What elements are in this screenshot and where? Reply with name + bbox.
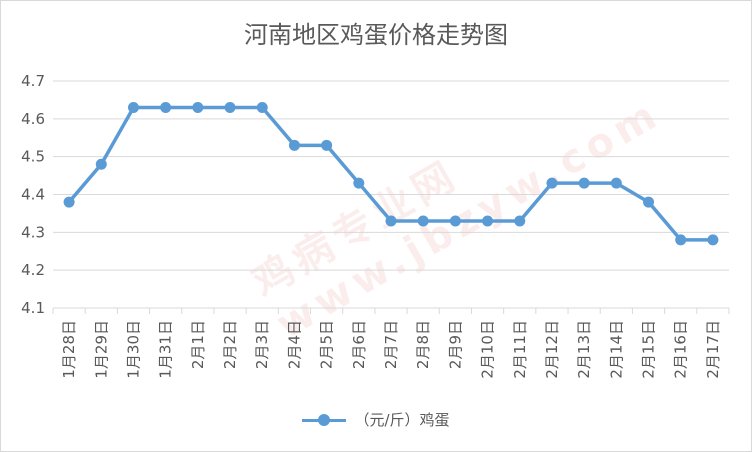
data-point [160, 101, 172, 113]
x-tick-label: 2月7日 [382, 320, 400, 369]
y-tick-label: 4.7 [21, 72, 45, 90]
data-point [449, 215, 461, 227]
data-point [643, 196, 655, 208]
legend-label: （元/斤）鸡蛋 [354, 411, 450, 429]
x-tick-label: 2月5日 [318, 320, 336, 369]
x-tick-label: 2月11日 [511, 320, 529, 379]
y-tick-label: 4.6 [21, 110, 45, 128]
data-point [610, 177, 622, 189]
x-tick-label: 2月6日 [350, 320, 368, 369]
data-point [127, 101, 139, 113]
x-tick-label: 2月10日 [479, 320, 497, 379]
data-point [224, 101, 236, 113]
x-tick-label: 2月16日 [672, 320, 690, 379]
x-tick-label: 2月13日 [575, 320, 593, 379]
legend-marker-icon [302, 413, 347, 427]
data-point [546, 177, 558, 189]
x-tick-label: 2月8日 [414, 320, 432, 369]
x-tick-label: 2月15日 [640, 320, 658, 379]
x-tick-label: 1月29日 [92, 320, 110, 379]
data-point [707, 234, 719, 246]
data-point [514, 215, 526, 227]
y-tick-label: 4.4 [21, 186, 45, 204]
y-tick-label: 4.5 [21, 148, 45, 166]
x-tick-label: 2月2日 [221, 320, 239, 369]
data-point [63, 196, 75, 208]
x-tick-label: 2月4日 [285, 320, 303, 369]
y-tick-label: 4.1 [21, 299, 45, 317]
data-point [288, 139, 300, 151]
data-point [256, 101, 268, 113]
data-point [675, 234, 687, 246]
x-tick-label: 2月1日 [189, 320, 207, 369]
line-chart: 4.1 4.2 4.3 4.4 4.5 4.6 4.7 1月28日 1月29日 1月30日 1月31… [21, 72, 730, 379]
x-tick-label: 2月12日 [543, 320, 561, 379]
y-tick-label: 4.2 [21, 261, 45, 279]
data-point [482, 215, 494, 227]
data-point [385, 215, 397, 227]
data-point [417, 215, 429, 227]
data-point [95, 158, 107, 170]
x-tick-label: 2月14日 [607, 320, 625, 379]
data-point [192, 101, 204, 113]
x-tick-label: 1月30日 [124, 320, 142, 379]
chart-title: 河南地区鸡蛋价格走势图 [244, 21, 508, 49]
data-point [353, 177, 365, 189]
x-tick-label: 2月3日 [253, 320, 271, 369]
legend: （元/斤）鸡蛋 [1, 409, 751, 430]
x-tick-label: 2月17日 [704, 320, 722, 379]
data-point [321, 139, 333, 151]
data-point [578, 177, 590, 189]
x-tick-label: 1月28日 [60, 320, 78, 379]
x-tick-label: 1月31日 [157, 320, 175, 379]
x-tick-label: 2月9日 [446, 320, 464, 369]
y-tick-label: 4.3 [21, 223, 45, 241]
